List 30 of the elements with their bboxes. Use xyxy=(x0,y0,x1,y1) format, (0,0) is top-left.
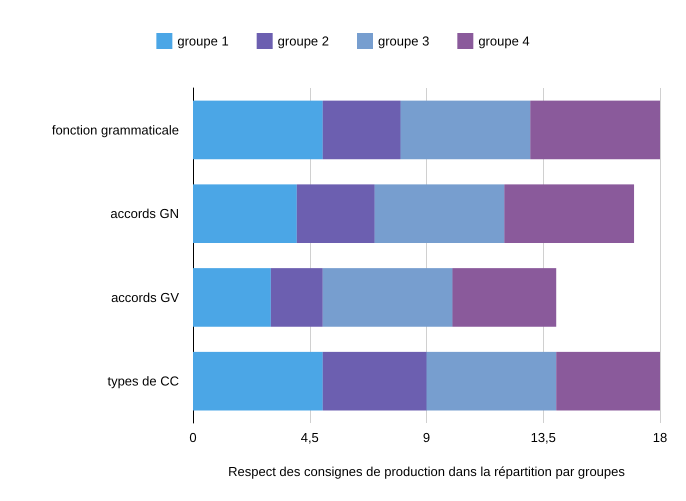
x-tick-label: 0 xyxy=(189,430,197,445)
legend-label: groupe 4 xyxy=(478,34,530,48)
x-axis-title: Respect des consignes de production dans la répartition par groupes xyxy=(228,464,626,479)
bar xyxy=(556,352,660,410)
bar xyxy=(270,268,323,327)
bar xyxy=(400,100,530,160)
bar xyxy=(374,184,504,243)
y-tick-label: types de CC xyxy=(107,374,179,389)
legend-label: groupe 1 xyxy=(177,34,229,48)
bar xyxy=(193,352,323,410)
y-tick-label: accords GN xyxy=(110,206,179,222)
bar xyxy=(452,268,556,327)
bar xyxy=(193,268,271,327)
x-tick-label: 9 xyxy=(422,430,430,445)
bar xyxy=(322,100,401,160)
legend-label: groupe 2 xyxy=(278,34,330,48)
x-tick-label: 4,5 xyxy=(300,430,319,445)
x-tick-label: 13,5 xyxy=(530,430,556,445)
bar xyxy=(322,352,426,410)
bar xyxy=(193,184,297,243)
y-tick-label: accords GV xyxy=(111,290,180,305)
x-tick-label: 18 xyxy=(652,430,668,445)
legend-label: groupe 3 xyxy=(378,34,430,48)
bar xyxy=(296,184,375,243)
bar xyxy=(193,100,323,160)
bar xyxy=(504,184,634,243)
bar xyxy=(322,268,452,327)
y-tick-label: fonction grammaticale xyxy=(52,122,179,138)
bar xyxy=(426,352,556,410)
bar xyxy=(530,100,660,160)
